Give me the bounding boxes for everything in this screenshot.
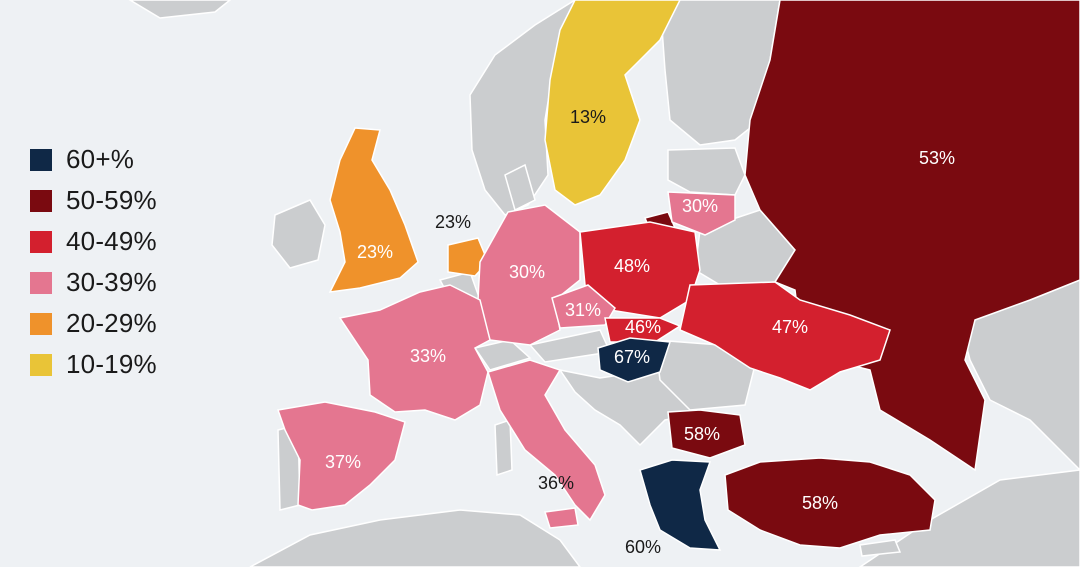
legend-label: 20-29%	[66, 308, 157, 338]
ukraine-shape	[679, 281, 891, 391]
label-greece: 60%	[625, 537, 661, 557]
legend-swatch	[30, 353, 52, 376]
label-ukraine: 47%	[772, 317, 808, 337]
label-poland: 48%	[614, 256, 650, 276]
slovakia-shape	[604, 317, 682, 343]
legend-label: 60+%	[66, 144, 135, 174]
legend-swatch	[30, 230, 52, 253]
ireland-shape	[271, 199, 326, 269]
legend-swatch	[30, 189, 52, 212]
label-united-kingdom: 23%	[357, 242, 393, 262]
legend-item: 20-29%	[30, 306, 157, 341]
iceland-shape	[128, 0, 232, 19]
sicily-shape	[544, 507, 579, 529]
legend-label: 10-19%	[66, 349, 157, 379]
label-slovakia: 46%	[625, 317, 661, 337]
legend-label: 50-59%	[66, 185, 157, 215]
legend-item: 40-49%	[30, 224, 157, 259]
denmark-shape	[504, 163, 536, 212]
label-czechia: 31%	[565, 300, 601, 320]
label-spain: 37%	[325, 452, 361, 472]
label-lithuania: 30%	[682, 196, 718, 216]
data-countries	[276, 0, 1080, 551]
label-germany: 30%	[509, 262, 545, 282]
sardinia-shape	[494, 418, 513, 477]
label-hungary: 67%	[614, 347, 650, 367]
legend-label: 40-49%	[66, 226, 157, 256]
spain-shape	[276, 401, 406, 511]
uk-shape	[328, 127, 419, 293]
legend: 60+% 50-59% 40-49% 30-39% 20-29% 10-19%	[30, 142, 157, 382]
lithuania-shape	[667, 191, 736, 236]
label-turkey: 58%	[802, 493, 838, 513]
czechia-shape	[551, 284, 616, 329]
cyprus-shape	[859, 539, 902, 557]
legend-item: 30-39%	[30, 265, 157, 300]
label-italy: 36%	[538, 473, 574, 493]
label-bulgaria: 58%	[684, 424, 720, 444]
background-land	[128, 0, 1080, 567]
hungary-shape	[597, 337, 672, 383]
legend-item: 60+%	[30, 142, 157, 177]
legend-item: 10-19%	[30, 347, 157, 382]
legend-swatch	[30, 271, 52, 294]
north-africa-shape	[249, 509, 581, 567]
turkey-shape	[724, 457, 936, 549]
label-france: 33%	[410, 346, 446, 366]
country-labels: 13% 53% 30% 23% 23% 30% 48% 31% 46% 47% …	[325, 107, 955, 557]
greece-shape	[639, 459, 722, 551]
sweden-shape	[544, 0, 681, 206]
legend-swatch	[30, 312, 52, 335]
label-sweden: 13%	[570, 107, 606, 127]
legend-item: 50-59%	[30, 183, 157, 218]
label-netherlands: 23%	[435, 212, 471, 232]
bulgaria-shape	[667, 409, 746, 459]
legend-swatch	[30, 148, 52, 171]
legend-label: 30-39%	[66, 267, 157, 297]
italy-shape	[487, 359, 606, 522]
label-russia: 53%	[919, 148, 955, 168]
switzerland-shape	[473, 339, 532, 371]
